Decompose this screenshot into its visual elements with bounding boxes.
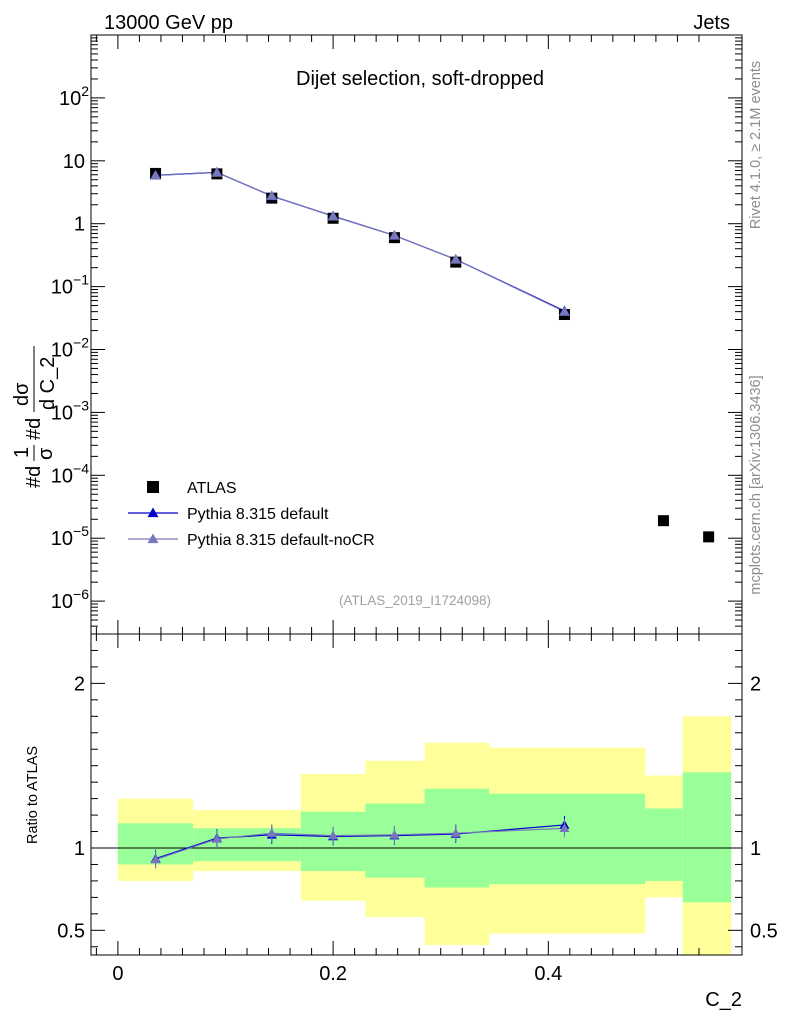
x-tick-label: 0 [112,963,123,985]
legend-atlas-marker [147,481,159,493]
ratio-uncertainty-bands [117,716,732,955]
atlas-point [703,531,715,543]
ratio-nocr-point [450,828,461,837]
y-axis-label-group: #d 1 σ #d dσ d C_2 [11,346,59,488]
ratio-axes: 0.5 0.5 1 1 2 2 0 0.2 0.4 [57,634,778,985]
x-axis-label: C_2 [705,989,742,1011]
collision-label: 13000 GeV pp [104,12,233,34]
y-label-frac2-den: d C_2 [37,357,59,410]
stat-band-green [682,772,732,903]
y-tick-label: 10 [63,151,85,173]
ratio-y-tick-label-right: 2 [750,673,761,695]
nocr-line [155,171,565,313]
ratio-y-tick-label-left: 2 [74,673,85,695]
ratio-y-tick-label-right: 1 [750,838,761,860]
ratio-nocr-point [389,829,400,839]
nocr-point [150,169,162,180]
ratio-nocr-point [559,823,570,832]
nocr-point [558,306,570,316]
analysis-id: (ATLAS_2019_I1724098) [339,593,491,608]
y-tick-label: 10−5 [51,523,89,550]
y-tick-label: 10−4 [51,460,89,487]
legend: ATLAS Pythia 8.315 default Pythia 8.315 de… [128,480,375,549]
ratio-y-tick-label-left: 1 [74,838,85,860]
y-label-frac1-num: 1 [11,447,33,458]
legend-triangle [147,533,159,544]
ratio-nocr-point [211,833,222,843]
stat-band-green [645,808,683,881]
legend-entry: Pythia 8.315 default-noCR [187,532,375,549]
nocr-point [266,190,278,200]
rivet-version-label: Rivet 4.1.0, ≥ 2.1M events [748,61,764,229]
ratio-frame-border [90,633,743,956]
legend-entry: Pythia 8.315 default [187,506,329,523]
legend-entry: ATLAS [187,480,237,497]
nocr-point [450,253,462,264]
default-line [155,171,565,312]
y-tick-label: 10−1 [51,272,89,299]
stat-band-green [365,803,425,878]
main-data-series [150,166,715,543]
y-label-prefix2: #d [23,418,45,440]
y-tick-label: 10−6 [51,586,89,613]
ratio-data-series [150,815,570,869]
category-label: Jets [693,12,730,34]
y-tick-label: 102 [59,83,89,110]
y-label-frac2-num: dσ [11,382,33,406]
stat-band-green [489,793,646,885]
ratio-y-tick-label-right: 0.5 [750,920,778,942]
chart-title: Dijet selection, soft-dropped [296,68,544,90]
ratio-plot-frame [90,633,743,956]
ratio-nocr-point [266,828,277,837]
legend-triangle [147,507,159,518]
y-tick-label: 10−3 [51,397,89,424]
ratio-y-tick-label-left: 0.5 [57,920,85,942]
nocr-point [327,210,339,221]
mcplots-source-label: mcplots.cern.ch [arXiv:1306.3436] [748,375,764,594]
y-tick-label: 1 [74,214,85,236]
ratio-nocr-point [150,854,161,864]
atlas-point [657,515,669,527]
y-label-frac1-den: σ [35,447,57,460]
stat-band-green [424,788,490,888]
x-tick-label: 0.4 [534,963,562,985]
main-axes: 10−6 10−5 10−4 10−3 10−2 10−1 1 10 102 [51,35,742,635]
y-label-prefix1: #d [23,466,45,488]
x-tick-label: 0.2 [319,963,347,985]
y-tick-label: 10−2 [51,335,89,362]
ratio-y-axis-label: Ratio to ATLAS [25,746,41,844]
nocr-point [211,167,223,177]
ratio-nocr-point [328,830,339,840]
nocr-point [388,229,400,240]
y-axis-label: #d 1 σ #d dσ d C_2 [11,346,59,488]
